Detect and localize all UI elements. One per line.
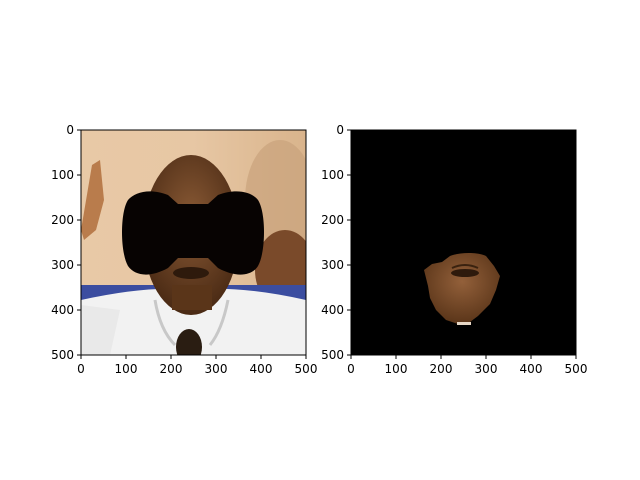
right-xtick-label: 300: [475, 362, 498, 376]
left-xtick-label: 0: [77, 362, 85, 376]
left-ytick-label: 0: [66, 123, 74, 137]
right-ytick-label: 100: [321, 168, 344, 182]
right-ytick-label: 200: [321, 213, 344, 227]
left-xtick-label: 400: [250, 362, 273, 376]
left-xtick-label: 300: [205, 362, 228, 376]
left-xtick-label: 100: [115, 362, 138, 376]
right-xtick-label: 0: [347, 362, 355, 376]
right-xtick-label: 100: [385, 362, 408, 376]
right-xtick-label: 500: [565, 362, 588, 376]
right-image: [351, 130, 576, 355]
right-xtick-label: 200: [430, 362, 453, 376]
right-ytick-label: 400: [321, 303, 344, 317]
left-xtick-label: 500: [295, 362, 318, 376]
left-axes-frame: [80, 129, 307, 356]
right-ytick-label: 500: [321, 348, 344, 362]
right-ytick-label: 0: [336, 123, 344, 137]
right-axes-frame: [350, 129, 577, 356]
left-ytick-label: 500: [51, 348, 74, 362]
right-ytick-label: 300: [321, 258, 344, 272]
left-image: [81, 130, 306, 355]
left-ytick-label: 200: [51, 213, 74, 227]
left-ytick-label: 300: [51, 258, 74, 272]
right-xtick-label: 400: [520, 362, 543, 376]
left-ytick-label: 400: [51, 303, 74, 317]
left-ytick-label: 100: [51, 168, 74, 182]
left-xtick-label: 200: [160, 362, 183, 376]
